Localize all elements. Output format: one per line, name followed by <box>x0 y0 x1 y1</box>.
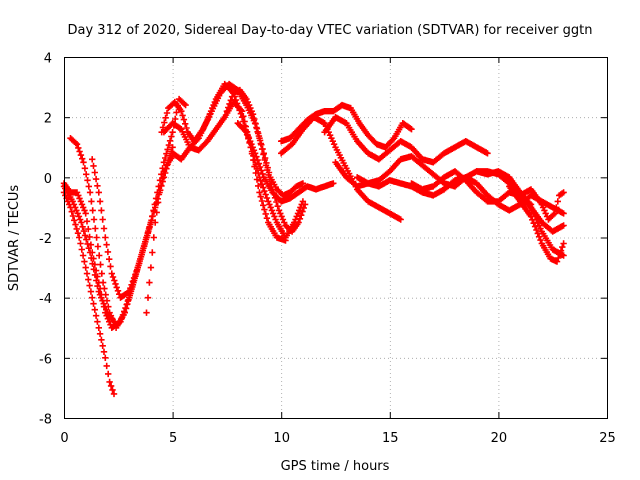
axis-ticks <box>64 57 608 419</box>
series-marks-20 <box>516 186 567 223</box>
series-marks-11 <box>234 120 337 205</box>
y-tick-label-1: -6 <box>39 352 52 367</box>
x-tick-label-2: 10 <box>273 431 290 446</box>
y-tick-label-2: -4 <box>39 292 52 307</box>
series-trace-11 <box>234 120 337 205</box>
series-marks-10 <box>223 86 309 235</box>
x-axis-label: GPS time / hours <box>281 459 390 474</box>
series-trace-20 <box>516 186 567 223</box>
y-tick-label-4: 0 <box>44 172 52 187</box>
series-marks-8 <box>160 80 307 241</box>
series-trace-8 <box>160 80 307 241</box>
series-marks-14 <box>321 114 491 166</box>
series-marks-6 <box>143 153 176 316</box>
y-tick-label-5: 2 <box>44 112 52 127</box>
series-trace-18 <box>473 168 567 259</box>
series-trace-6 <box>143 153 176 316</box>
x-tick-label-0: 0 <box>60 431 68 446</box>
series-trace-5 <box>89 156 155 301</box>
y-tick-label-0: -8 <box>39 413 52 428</box>
y-axis-label: SDTVAR / TECUs <box>7 185 22 292</box>
x-tick-label-1: 5 <box>169 431 177 446</box>
series-trace-13 <box>278 114 404 223</box>
y-tick-label-6: 4 <box>44 52 52 67</box>
series-trace-9 <box>169 98 289 244</box>
chart-title: Day 312 of 2020, Sidereal Day-to-day VTE… <box>68 23 593 38</box>
series-marks-1 <box>60 189 118 398</box>
y-tick-label-3: -2 <box>39 232 52 247</box>
axis-tick-labels: 0 5 10 15 20 25 -8 -6 -4 -2 0 2 4 <box>39 52 616 447</box>
series-marks-5 <box>89 156 155 301</box>
series-marks-19 <box>506 183 567 265</box>
series-marks-18 <box>473 168 567 259</box>
series-marks-9 <box>169 98 289 244</box>
x-tick-label-3: 15 <box>382 431 399 446</box>
series-trace-14 <box>321 114 491 166</box>
x-tick-label-4: 20 <box>491 431 508 446</box>
series-trace-19 <box>506 183 567 265</box>
data-marks <box>60 80 567 398</box>
grid <box>64 57 607 418</box>
x-tick-label-5: 25 <box>599 431 616 446</box>
series-trace-10 <box>223 86 309 235</box>
series-trace-1 <box>60 189 118 398</box>
series-marks-13 <box>278 114 404 223</box>
